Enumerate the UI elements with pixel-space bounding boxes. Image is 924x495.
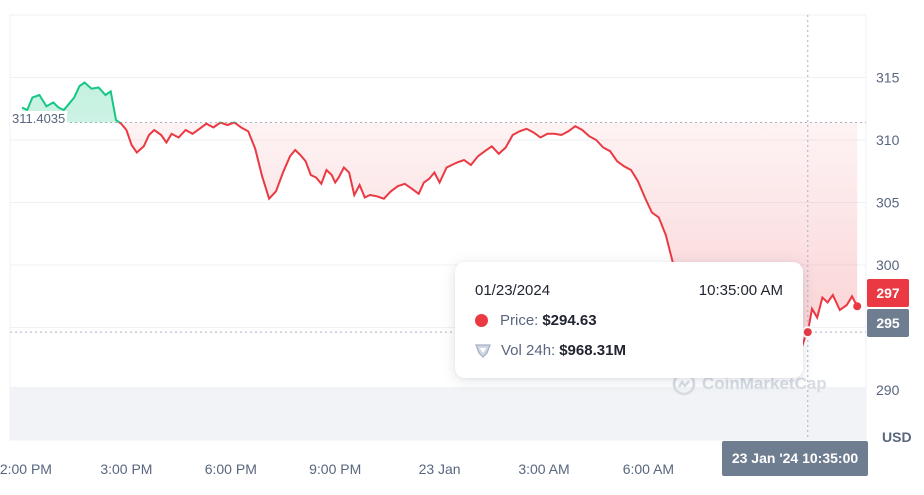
tooltip-price-value: $294.63 xyxy=(542,312,597,329)
x-tick-label: 6:00 AM xyxy=(623,461,674,477)
tooltip-volume-label: Vol 24h: xyxy=(501,342,556,359)
y-tick-label: 305 xyxy=(876,195,900,211)
price-tooltip: 01/23/2024 10:35:00 AM Price: $294.63 Vo… xyxy=(455,262,803,378)
tooltip-price-label: Price: xyxy=(500,312,539,329)
y-tick-label: 315 xyxy=(876,70,900,86)
cursor-time-badge: 23 Jan '24 10:35:00 xyxy=(722,441,868,476)
x-tick-label: 12:00 PM xyxy=(0,461,52,477)
x-tick-label: 6:00 PM xyxy=(205,461,257,477)
open-price-label: 311.4035 xyxy=(10,111,68,126)
tooltip-date: 01/23/2024 xyxy=(475,282,551,299)
x-axis: 12:00 PM 3:00 PM 6:00 PM 9:00 PM 23 Jan 3:00 … xyxy=(0,461,674,477)
volume-icon xyxy=(475,343,491,358)
cursor-point xyxy=(801,326,814,339)
down-area-fill xyxy=(22,122,858,375)
tooltip-volume-value: $968.31M xyxy=(559,342,626,359)
tooltip-time: 10:35:00 AM xyxy=(698,282,783,299)
currency-label: USD xyxy=(882,429,912,445)
volume-bar xyxy=(10,386,866,440)
tooltip-price-row: Price: $294.63 xyxy=(475,312,783,329)
last-price-badge: 297 xyxy=(867,279,909,307)
y-tick-label: 310 xyxy=(876,132,900,148)
tooltip-volume-row: Vol 24h: $968.31M xyxy=(475,342,783,359)
watermark-text: CoinMarketCap xyxy=(702,374,827,393)
x-tick-label: 3:00 PM xyxy=(100,461,152,477)
x-tick-label: 9:00 PM xyxy=(309,461,361,477)
tooltip-header: 01/23/2024 10:35:00 AM xyxy=(475,282,783,299)
y-tick-label: 290 xyxy=(876,382,900,398)
cursor-price-badge: 295 xyxy=(867,309,909,337)
x-tick-label: 3:00 AM xyxy=(518,461,569,477)
y-tick-label: 300 xyxy=(876,257,900,273)
price-dot-icon xyxy=(475,314,488,327)
volume-area xyxy=(10,386,866,440)
x-tick-label: 23 Jan xyxy=(419,461,461,477)
last-price-point xyxy=(853,302,862,311)
y-axis: 290295300305310315 xyxy=(876,70,900,399)
